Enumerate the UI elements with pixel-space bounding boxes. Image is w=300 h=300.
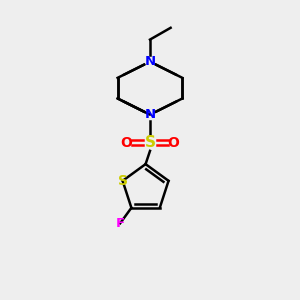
Text: F: F bbox=[116, 217, 125, 230]
Text: O: O bbox=[121, 136, 132, 150]
Text: S: S bbox=[118, 174, 128, 188]
Text: N: N bbox=[144, 108, 156, 121]
Text: O: O bbox=[168, 136, 179, 150]
Text: N: N bbox=[144, 55, 156, 68]
Text: S: S bbox=[145, 135, 155, 150]
